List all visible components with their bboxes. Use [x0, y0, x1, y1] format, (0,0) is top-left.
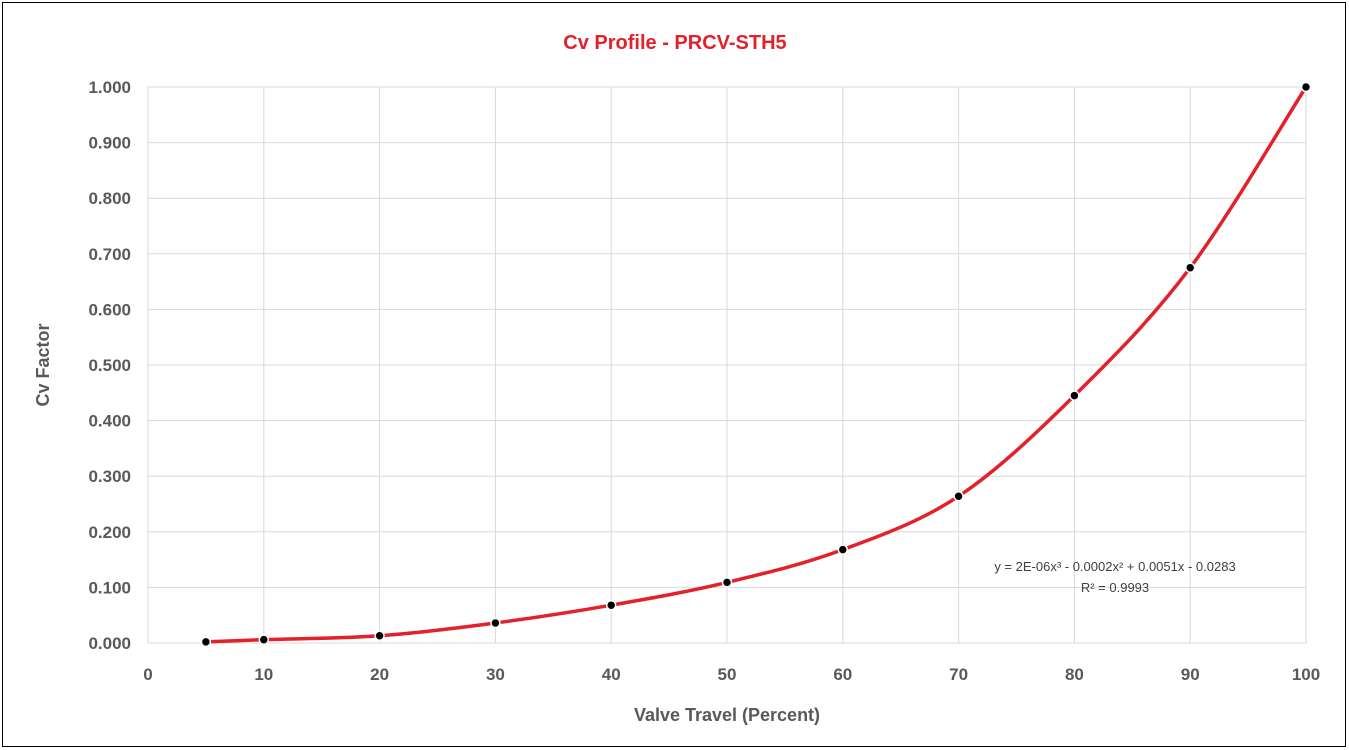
y-tick-label: 1.000: [88, 78, 131, 97]
data-point: [258, 634, 270, 645]
data-point: [1069, 390, 1080, 401]
x-tick-label: 100: [1292, 665, 1320, 684]
data-point: [721, 577, 733, 588]
y-tick-label: 0.700: [88, 245, 131, 264]
x-tick-label: 20: [370, 665, 389, 684]
data-point: [1184, 262, 1196, 273]
data-point: [374, 630, 385, 642]
data-point: [837, 544, 849, 555]
y-axis-title: Cv Factor: [33, 323, 53, 406]
y-tick-label: 0.800: [88, 189, 131, 208]
x-tick-label: 0: [143, 665, 152, 684]
tick-labels: 0 10 20 30 40 50 60 70 80 90 100 0.000 0.100 0.200 0.3…: [88, 78, 1320, 684]
y-tick-label: 0.300: [88, 467, 131, 486]
chart-title: Cv Profile - PRCV-STH5: [563, 32, 786, 54]
trendline-r-squared: R² = 0.9993: [1081, 580, 1149, 595]
trendline-equation: y = 2E-06x³ - 0.0002x² + 0.0051x - 0.028…: [994, 559, 1235, 574]
y-tick-label: 0.500: [88, 356, 131, 375]
x-tick-label: 80: [1065, 665, 1084, 684]
y-tick-label: 0.400: [88, 412, 131, 431]
x-tick-label: 90: [1181, 665, 1200, 684]
x-tick-label: 30: [486, 665, 505, 684]
x-tick-label: 40: [602, 665, 621, 684]
x-axis-title: Valve Travel (Percent): [634, 705, 820, 725]
data-point: [605, 599, 617, 611]
x-tick-label: 10: [254, 665, 273, 684]
data-point: [1300, 81, 1312, 93]
x-tick-label: 60: [833, 665, 852, 684]
data-point: [490, 617, 501, 629]
y-tick-label: 0.000: [88, 634, 131, 653]
y-tick-label: 0.200: [88, 523, 131, 542]
cv-profile-chart: Cv Profile - PRCV-STH5 Cv Factor Valve T…: [33, 32, 1320, 725]
x-tick-label: 50: [718, 665, 737, 684]
y-tick-label: 0.900: [88, 134, 131, 153]
y-tick-label: 0.100: [88, 578, 131, 597]
data-points: [200, 81, 1312, 648]
data-point: [953, 490, 964, 502]
y-tick-label: 0.600: [88, 300, 131, 319]
data-point: [200, 636, 212, 648]
x-tick-label: 70: [949, 665, 968, 684]
